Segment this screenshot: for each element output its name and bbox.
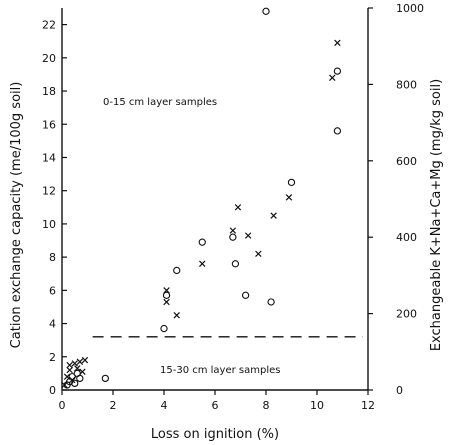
- y-tick-label: 20: [42, 52, 56, 65]
- y-tick-label: 16: [42, 118, 56, 131]
- data-point-cross: [74, 365, 81, 372]
- y-tick-label: 2: [49, 351, 56, 364]
- data-point-cross: [334, 39, 341, 47]
- y-tick-label: 0: [49, 384, 56, 397]
- data-point-cross: [255, 250, 262, 258]
- x-tick-label: 4: [161, 399, 168, 412]
- data-point-cross: [76, 358, 84, 365]
- data-point-cross: [71, 360, 78, 367]
- upper-layer-annotation: 0-15 cm layer samples: [103, 97, 217, 108]
- x-tick-label: 6: [212, 399, 219, 412]
- data-point-cross: [163, 298, 170, 306]
- data-point-circle: [229, 233, 237, 241]
- x-axis-title: Loss on ignition (%): [151, 427, 279, 442]
- y2-tick-label: 0: [396, 384, 403, 397]
- y-axis-title: Cation exchange capacity (me/100g soil): [9, 82, 24, 349]
- y2-tick-label: 600: [396, 155, 417, 168]
- y-tick-label: 4: [49, 318, 56, 331]
- data-point-circle: [76, 374, 84, 383]
- lower-layer-annotation: 15-30 cm layer samples: [160, 365, 281, 376]
- data-point-circle: [287, 178, 296, 187]
- y2-axis-title: Exchangeable K+Na+Ca+Mg (mg/kg soil): [429, 79, 444, 351]
- data-point-circle: [241, 291, 250, 299]
- data-point-cross: [79, 368, 86, 375]
- data-point-cross: [270, 212, 277, 219]
- data-point-cross: [163, 287, 170, 294]
- data-point-circle: [333, 127, 342, 135]
- data-point-cross: [173, 312, 180, 319]
- data-point-cross: [329, 74, 336, 81]
- data-point-circle: [160, 324, 168, 333]
- data-point-cross: [81, 356, 89, 364]
- y-tick-label: 18: [42, 85, 56, 98]
- data-point-cross: [229, 227, 237, 234]
- x-tick-label: 12: [361, 399, 375, 412]
- y-tick-label: 6: [49, 284, 56, 297]
- data-point-circle: [162, 291, 171, 299]
- data-point-cross: [63, 373, 71, 380]
- data-point-circle: [71, 379, 79, 388]
- y2-tick-label: 1000: [396, 2, 424, 15]
- y2-tick-label: 800: [396, 78, 417, 91]
- y-tick-label: 8: [49, 251, 56, 264]
- data-point-cross: [199, 260, 206, 267]
- data-point-cross: [285, 194, 293, 201]
- y-tick-label: 10: [42, 218, 56, 231]
- y-tick-label: 12: [42, 185, 56, 198]
- data-point-circle: [267, 298, 275, 306]
- data-point-cross: [66, 366, 73, 374]
- x-tick-label: 10: [310, 399, 324, 412]
- data-point-circle: [173, 266, 181, 275]
- data-point-circle: [198, 238, 206, 246]
- x-tick-label: 2: [110, 399, 117, 412]
- data-point-cross: [234, 204, 242, 211]
- y-tick-label: 22: [42, 19, 56, 32]
- x-tick-label: 0: [59, 399, 66, 412]
- data-point-cross: [68, 376, 76, 384]
- y-tick-label: 14: [42, 151, 56, 164]
- data-point-cross: [61, 381, 68, 389]
- y2-tick-label: 400: [396, 231, 417, 244]
- data-point-circle: [333, 67, 342, 75]
- data-point-circle: [101, 374, 109, 383]
- y2-tick-label: 200: [396, 308, 417, 321]
- data-point-cross: [66, 361, 73, 369]
- data-point-circle: [262, 7, 270, 15]
- data-point-circle: [231, 260, 240, 268]
- x-tick-label: 8: [263, 399, 270, 412]
- data-point-cross: [244, 232, 252, 239]
